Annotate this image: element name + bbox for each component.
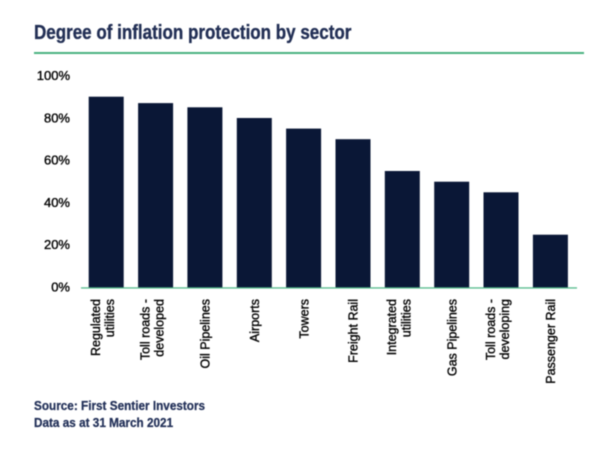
- svg-text:Freight Rail: Freight Rail: [347, 299, 361, 363]
- svg-text:Airports: Airports: [248, 299, 262, 342]
- svg-text:60%: 60%: [44, 153, 70, 168]
- svg-text:Towers: Towers: [297, 299, 311, 339]
- svg-text:Oil Pipelines: Oil Pipelines: [199, 299, 213, 368]
- svg-text:Gas Pipelines: Gas Pipelines: [445, 299, 459, 376]
- svg-text:Toll roads -developing: Toll roads -developing: [484, 299, 512, 360]
- svg-text:Integratedutilities: Integratedutilities: [385, 299, 413, 355]
- svg-text:Toll roads -developed: Toll roads -developed: [138, 299, 166, 360]
- svg-text:100%: 100%: [37, 68, 71, 83]
- svg-text:80%: 80%: [44, 110, 70, 125]
- svg-text:20%: 20%: [44, 237, 70, 252]
- svg-text:40%: 40%: [44, 195, 70, 210]
- svg-text:Passenger Rail: Passenger Rail: [544, 299, 558, 384]
- svg-text:Regulatedutilities: Regulatedutilities: [89, 299, 117, 356]
- svg-text:0%: 0%: [51, 280, 70, 295]
